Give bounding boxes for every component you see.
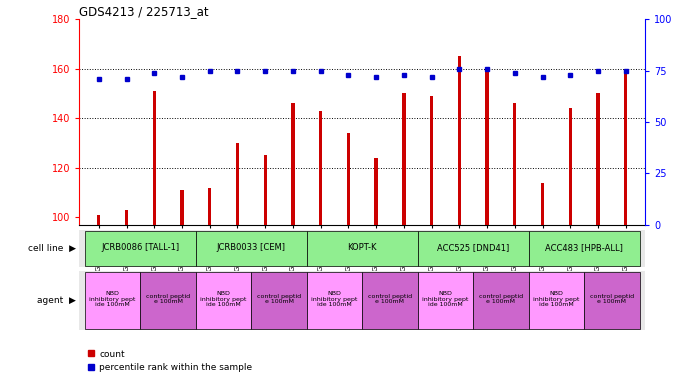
Text: JCRB0033 [CEM]: JCRB0033 [CEM] (217, 243, 286, 252)
Bar (85, 231, 196, 266)
Bar (291, 103, 295, 225)
Text: control peptid
e 100mM: control peptid e 100mM (368, 294, 412, 305)
Text: ACC525 [DND41]: ACC525 [DND41] (437, 243, 509, 252)
Bar (473, 272, 529, 329)
Bar (541, 182, 544, 225)
Bar (346, 133, 350, 225)
Bar (529, 272, 584, 329)
Text: agent  ▶: agent ▶ (37, 296, 76, 305)
Bar (457, 56, 461, 225)
Bar (208, 187, 211, 225)
Text: JCRB0086 [TALL-1]: JCRB0086 [TALL-1] (101, 243, 179, 252)
Text: ACC483 [HPB-ALL]: ACC483 [HPB-ALL] (545, 243, 623, 252)
Bar (196, 231, 307, 266)
Bar (307, 272, 362, 329)
Text: control peptid
e 100mM: control peptid e 100mM (590, 294, 634, 305)
Bar (485, 69, 489, 225)
Bar (251, 272, 307, 329)
Text: KOPT-K: KOPT-K (348, 243, 377, 252)
Bar (264, 156, 267, 225)
Bar (402, 93, 406, 225)
Bar (307, 231, 417, 266)
Bar (417, 272, 473, 329)
Text: NBD
inhibitory pept
ide 100mM: NBD inhibitory pept ide 100mM (422, 291, 469, 307)
Bar (196, 272, 251, 329)
Text: NBD
inhibitory pept
ide 100mM: NBD inhibitory pept ide 100mM (200, 291, 247, 307)
Legend: count, percentile rank within the sample: count, percentile rank within the sample (84, 346, 256, 376)
Bar (236, 143, 239, 225)
Bar (125, 210, 128, 225)
Text: NBD
inhibitory pept
ide 100mM: NBD inhibitory pept ide 100mM (533, 291, 580, 307)
Bar (417, 231, 529, 266)
Bar (624, 69, 627, 225)
Text: GDS4213 / 225713_at: GDS4213 / 225713_at (79, 5, 209, 18)
Text: cell line  ▶: cell line ▶ (28, 244, 76, 253)
Bar (97, 215, 101, 225)
Bar (513, 103, 516, 225)
Bar (375, 158, 378, 225)
Bar (569, 108, 572, 225)
Bar (140, 272, 196, 329)
Bar (362, 272, 417, 329)
Bar (180, 190, 184, 225)
Bar (319, 111, 322, 225)
Bar (152, 91, 156, 225)
Bar (430, 96, 433, 225)
Bar (584, 272, 640, 329)
Bar (596, 93, 600, 225)
Bar (529, 231, 640, 266)
Text: control peptid
e 100mM: control peptid e 100mM (479, 294, 523, 305)
Text: NBD
inhibitory pept
ide 100mM: NBD inhibitory pept ide 100mM (90, 291, 136, 307)
Text: NBD
inhibitory pept
ide 100mM: NBD inhibitory pept ide 100mM (311, 291, 357, 307)
Text: control peptid
e 100mM: control peptid e 100mM (257, 294, 301, 305)
Text: control peptid
e 100mM: control peptid e 100mM (146, 294, 190, 305)
Bar (85, 272, 140, 329)
